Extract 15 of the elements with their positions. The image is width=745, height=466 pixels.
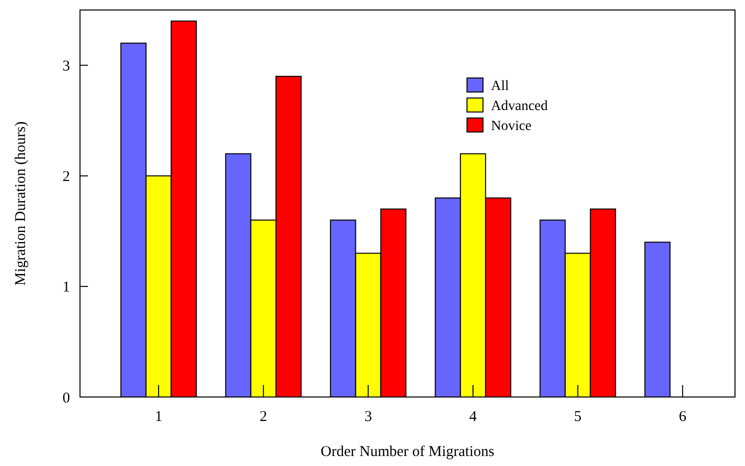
legend-label: Novice	[491, 118, 532, 134]
legend-label: All	[491, 78, 509, 94]
y-tick-label: 3	[62, 58, 70, 75]
x-tick-label: 3	[364, 409, 372, 425]
x-axis-title: Order Number of Migrations	[320, 444, 495, 460]
y-tick-label: 1	[62, 280, 70, 296]
x-tick-label: 2	[260, 409, 268, 425]
x-tick-label: 5	[574, 409, 582, 425]
x-tick-label: 1	[154, 409, 162, 425]
y-tick-label: 0	[62, 390, 70, 406]
legend-label: Advanced	[491, 98, 548, 114]
y-axis-title: Migration Duration (hours)	[13, 121, 29, 286]
x-tick-label: 6	[678, 409, 687, 425]
y-tick-label: 2	[62, 169, 70, 186]
x-tick-label: 4	[469, 409, 478, 425]
